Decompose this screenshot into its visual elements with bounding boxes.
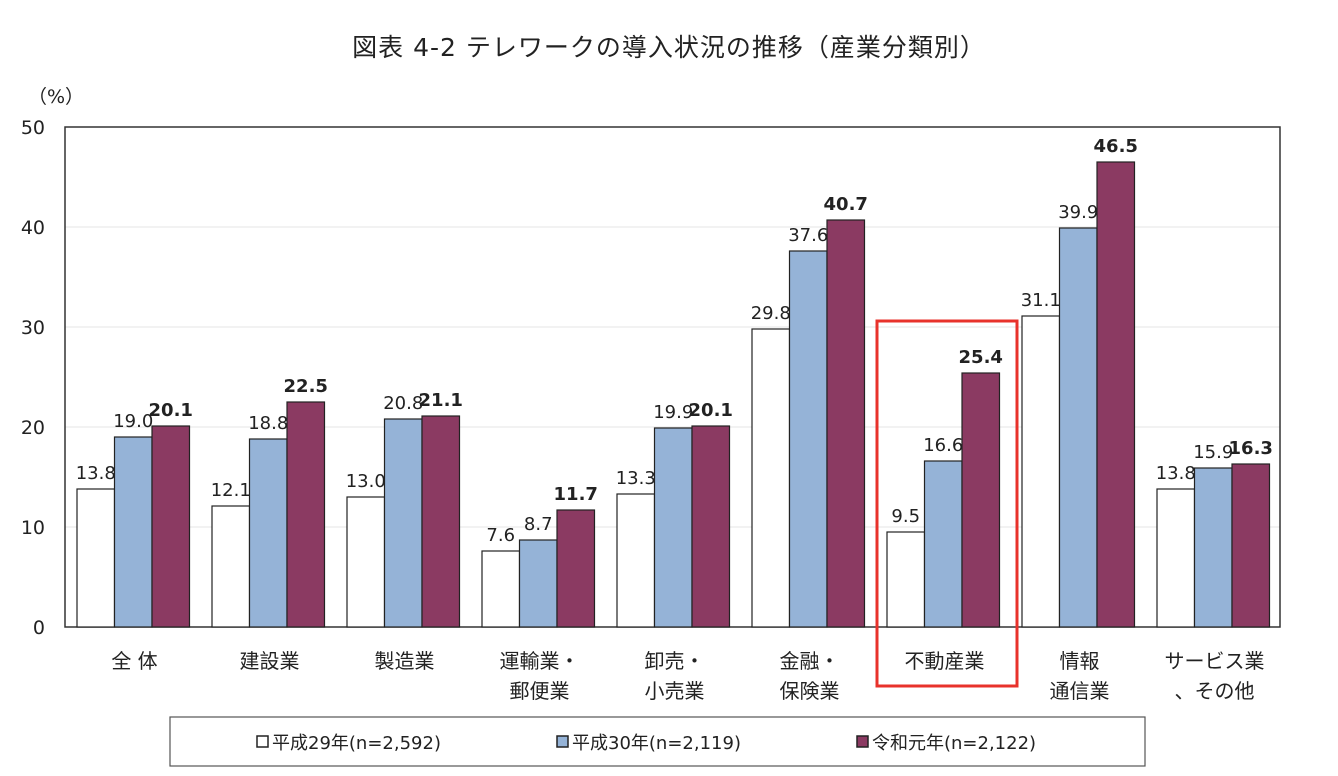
x-tick-label: 通信業 [1050, 679, 1110, 703]
data-label: 16.3 [1229, 438, 1273, 459]
x-tick-label: 郵便業 [510, 679, 570, 703]
data-label: 20.1 [149, 400, 193, 421]
legend-swatch [856, 735, 869, 748]
bar [383, 418, 423, 628]
data-label: 13.8 [76, 463, 116, 484]
data-label: 13.8 [1156, 463, 1196, 484]
x-tick-label: 金融・ [780, 649, 840, 673]
data-label: 19.0 [113, 411, 153, 432]
bar [1058, 227, 1098, 628]
x-tick-label: 卸売・ [645, 649, 705, 673]
x-tick-label: サービス業 [1165, 649, 1265, 673]
bar [151, 425, 191, 628]
data-label: 20.1 [689, 400, 733, 421]
bar [653, 427, 693, 628]
bar [556, 509, 596, 628]
data-label: 7.6 [486, 525, 515, 546]
bar [1156, 488, 1196, 628]
x-tick-label: 小売業 [645, 679, 705, 703]
bar [1231, 463, 1271, 628]
data-label: 20.8 [383, 393, 423, 414]
bar [248, 438, 288, 628]
x-tick-label: 運輸業・ [500, 649, 580, 673]
bar [421, 415, 461, 628]
x-tick-label: 建設業 [240, 649, 300, 673]
bar [1096, 161, 1136, 628]
y-tick-label: 20 [21, 417, 45, 439]
x-tick-label: 、その他 [1175, 679, 1255, 703]
data-label: 29.8 [751, 303, 791, 324]
data-label: 11.7 [554, 484, 598, 505]
data-label: 25.4 [959, 347, 1003, 368]
bar [886, 531, 926, 628]
y-tick-label: 10 [21, 517, 45, 539]
data-label: 15.9 [1193, 442, 1233, 463]
data-label: 12.1 [211, 480, 251, 501]
chart-title: 図表 4-2 テレワークの導入状況の推移（産業分類別） [352, 33, 986, 62]
y-axis-unit-label: （%） [28, 86, 84, 108]
data-label: 21.1 [419, 390, 463, 411]
data-label: 39.9 [1058, 202, 1098, 223]
bar [286, 401, 326, 628]
bar [481, 550, 521, 628]
y-tick-label: 30 [21, 317, 45, 339]
bar [691, 425, 731, 628]
x-tick-label: 情報 [1060, 649, 1100, 673]
data-label: 22.5 [284, 376, 328, 397]
legend-label: 令和元年(n=2,122) [872, 733, 1036, 754]
y-tick-label: 0 [33, 617, 45, 639]
bar [1193, 467, 1233, 628]
bar [76, 488, 116, 628]
bar [751, 328, 791, 628]
bar [616, 493, 656, 628]
legend-label: 平成29年(n=2,592) [272, 733, 441, 754]
y-tick-label: 40 [21, 217, 45, 239]
x-tick-label: 保険業 [780, 679, 840, 703]
x-tick-label: 不動産業 [905, 649, 985, 673]
data-label: 40.7 [824, 194, 868, 215]
data-label: 8.7 [524, 514, 553, 535]
data-label: 13.3 [616, 468, 656, 489]
data-label: 31.1 [1021, 290, 1061, 311]
bar [211, 505, 251, 628]
data-label: 18.8 [248, 413, 288, 434]
data-label: 19.9 [653, 402, 693, 423]
y-tick-label: 50 [21, 117, 45, 139]
legend-label: 平成30年(n=2,119) [572, 733, 741, 754]
bar [961, 372, 1001, 628]
highlight-box [875, 319, 1019, 688]
bar [788, 250, 828, 628]
data-label: 37.6 [788, 225, 828, 246]
data-label: 13.0 [346, 471, 386, 492]
legend-swatch [256, 735, 269, 748]
bar [113, 436, 153, 628]
legend-box [169, 716, 1146, 767]
data-label: 16.6 [923, 435, 963, 456]
bar [923, 460, 963, 628]
bar [826, 219, 866, 628]
data-label: 46.5 [1094, 136, 1138, 157]
x-tick-label: 製造業 [375, 649, 435, 673]
bar [1021, 315, 1061, 628]
data-label: 9.5 [891, 506, 920, 527]
x-tick-label: 全 体 [111, 649, 157, 673]
legend-swatch [556, 735, 569, 748]
bar [346, 496, 386, 628]
bar [518, 539, 558, 628]
